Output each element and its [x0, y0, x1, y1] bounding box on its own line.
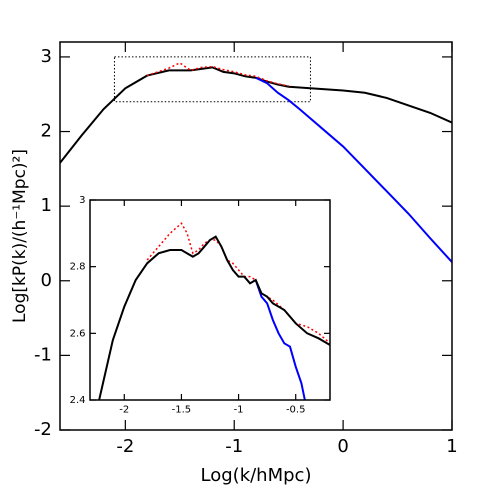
series-line [146, 62, 289, 87]
x-tick-label: -2 [119, 405, 129, 416]
x-tick-label: -0.5 [286, 405, 306, 416]
frame [89, 199, 331, 401]
y-tick-label: -1 [34, 344, 52, 365]
y-tick-label: 2.6 [70, 328, 86, 339]
y-tick-label: 2.8 [70, 262, 86, 273]
frame [59, 41, 453, 431]
x-tick-label: 1 [446, 436, 457, 457]
y-tick-label: 3 [40, 46, 51, 67]
series-line [146, 222, 330, 344]
x-tick-label: -1 [234, 405, 244, 416]
x-tick-label: -1.5 [172, 405, 192, 416]
x-tick-label: 0 [337, 436, 348, 457]
y-tick-label: 1 [40, 195, 51, 216]
x-axis-label: Log(k/hMpc) [201, 465, 312, 486]
y-tick-label: 2 [40, 121, 51, 142]
x-tick-label: -2 [116, 436, 134, 457]
y-tick-label: 3 [79, 195, 85, 206]
x-tick-label: -1 [225, 436, 243, 457]
series-line [98, 235, 330, 400]
plot-area [90, 200, 330, 400]
zoom-box [113, 56, 311, 103]
series-line [254, 279, 306, 400]
y-tick-label: 2.4 [70, 395, 86, 406]
y-axis-label: Log[kP(k)/(h⁻¹Mpc)²] [10, 149, 30, 323]
series-line [255, 76, 452, 263]
y-tick-label: -2 [34, 419, 52, 440]
y-tick-label: 0 [40, 270, 51, 291]
